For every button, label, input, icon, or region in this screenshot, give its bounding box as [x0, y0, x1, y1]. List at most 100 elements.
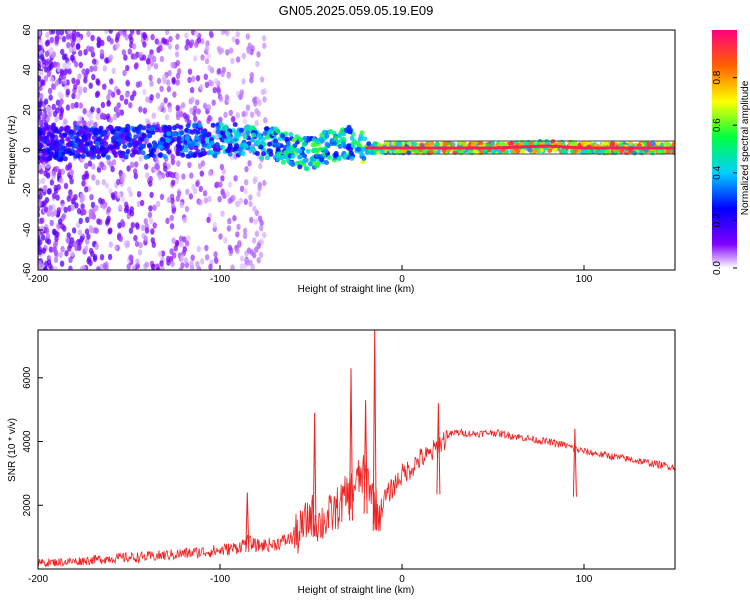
noise-cell [154, 38, 159, 45]
noise-cell [95, 90, 101, 97]
noise-cell [52, 110, 58, 118]
noise-cell [99, 254, 105, 261]
noise-cell [242, 118, 248, 125]
band-cell [220, 144, 225, 150]
figure-title: GN05.2025.059.05.19.E09 [279, 3, 434, 18]
band-cell [327, 129, 333, 134]
noise-cell [152, 222, 157, 229]
band-cell [227, 143, 233, 149]
noise-cell [223, 111, 228, 119]
band-cell [259, 155, 265, 161]
noise-cell [96, 107, 101, 114]
noise-cell [159, 260, 164, 267]
noise-cell [254, 108, 259, 115]
noise-cell [250, 111, 255, 118]
noise-cell [187, 68, 193, 75]
noise-cell [221, 66, 226, 74]
noise-cell [120, 176, 125, 184]
band-cell [251, 132, 257, 138]
noise-cell [224, 94, 229, 101]
noise-cell [80, 203, 85, 210]
colorbar-gradient [712, 30, 737, 268]
noise-cell [60, 168, 66, 175]
band-cell [665, 149, 671, 155]
band-cell [275, 146, 281, 152]
noise-cell [51, 103, 56, 111]
noise-cell [148, 217, 154, 225]
noise-cell [77, 115, 83, 122]
noise-cell [180, 102, 186, 109]
band-cell [195, 129, 201, 135]
noise-cell [169, 248, 174, 255]
band-cell [321, 130, 327, 135]
noise-cell [68, 168, 74, 176]
noise-cell [170, 197, 175, 205]
noise-cell [153, 62, 159, 70]
noise-cell [237, 240, 242, 247]
noise-cell [126, 263, 131, 270]
noise-cell [60, 245, 65, 253]
band-cell [329, 137, 335, 143]
band-cell [243, 126, 249, 132]
band-cell [114, 132, 119, 138]
noise-cell [130, 222, 135, 229]
band-cell [273, 138, 279, 144]
noise-cell [175, 33, 180, 40]
band-cell [242, 134, 248, 140]
band-cell [48, 151, 54, 157]
noise-cell [166, 163, 171, 170]
noise-cell [62, 78, 67, 85]
band-cell [361, 146, 367, 152]
noise-cell [125, 240, 131, 247]
band-cell [323, 148, 329, 154]
band-cell [179, 130, 185, 136]
band-cell [85, 135, 91, 141]
noise-cell [86, 120, 92, 128]
noise-cell [231, 194, 236, 202]
noise-cell [129, 254, 134, 261]
noise-cell [149, 94, 154, 101]
noise-cell [46, 210, 51, 217]
noise-cell [106, 94, 111, 101]
noise-cell [123, 206, 129, 214]
band-cell [232, 122, 238, 127]
band-cell [646, 141, 652, 147]
band-cell [414, 148, 420, 154]
noise-cell [179, 241, 184, 248]
noise-cell [152, 204, 157, 211]
noise-cell [108, 30, 113, 34]
x-tick-label: 0 [399, 274, 405, 285]
band-cell [97, 128, 103, 134]
band-cell [117, 137, 123, 143]
noise-cell [49, 219, 54, 227]
noise-cell [139, 199, 145, 207]
noise-cell [41, 201, 46, 208]
noise-cell [84, 162, 89, 170]
noise-cell [74, 101, 79, 109]
band-cell [369, 150, 375, 156]
noise-cell [114, 106, 120, 113]
spectrogram-x-ticks: -200 -100 0 100 [28, 265, 593, 285]
noise-cell [144, 261, 149, 268]
band-cell [518, 141, 524, 147]
band-cell [112, 144, 118, 149]
noise-cell [251, 237, 257, 244]
band-cell [434, 141, 440, 147]
noise-cell [78, 85, 83, 92]
noise-cell [160, 101, 165, 109]
noise-cell [38, 178, 41, 186]
noise-cell [170, 61, 175, 69]
noise-cell [96, 218, 101, 225]
band-cell [265, 134, 270, 140]
noise-cell [235, 247, 240, 254]
noise-cell [77, 244, 82, 252]
noise-cell [209, 80, 214, 87]
noise-cell [38, 69, 44, 76]
band-cell [311, 147, 317, 153]
band-cell [157, 152, 163, 158]
band-cell [261, 151, 266, 157]
noise-cell [262, 179, 267, 187]
noise-cell [85, 238, 90, 245]
noise-cell [66, 232, 71, 239]
noise-cell [190, 96, 195, 104]
